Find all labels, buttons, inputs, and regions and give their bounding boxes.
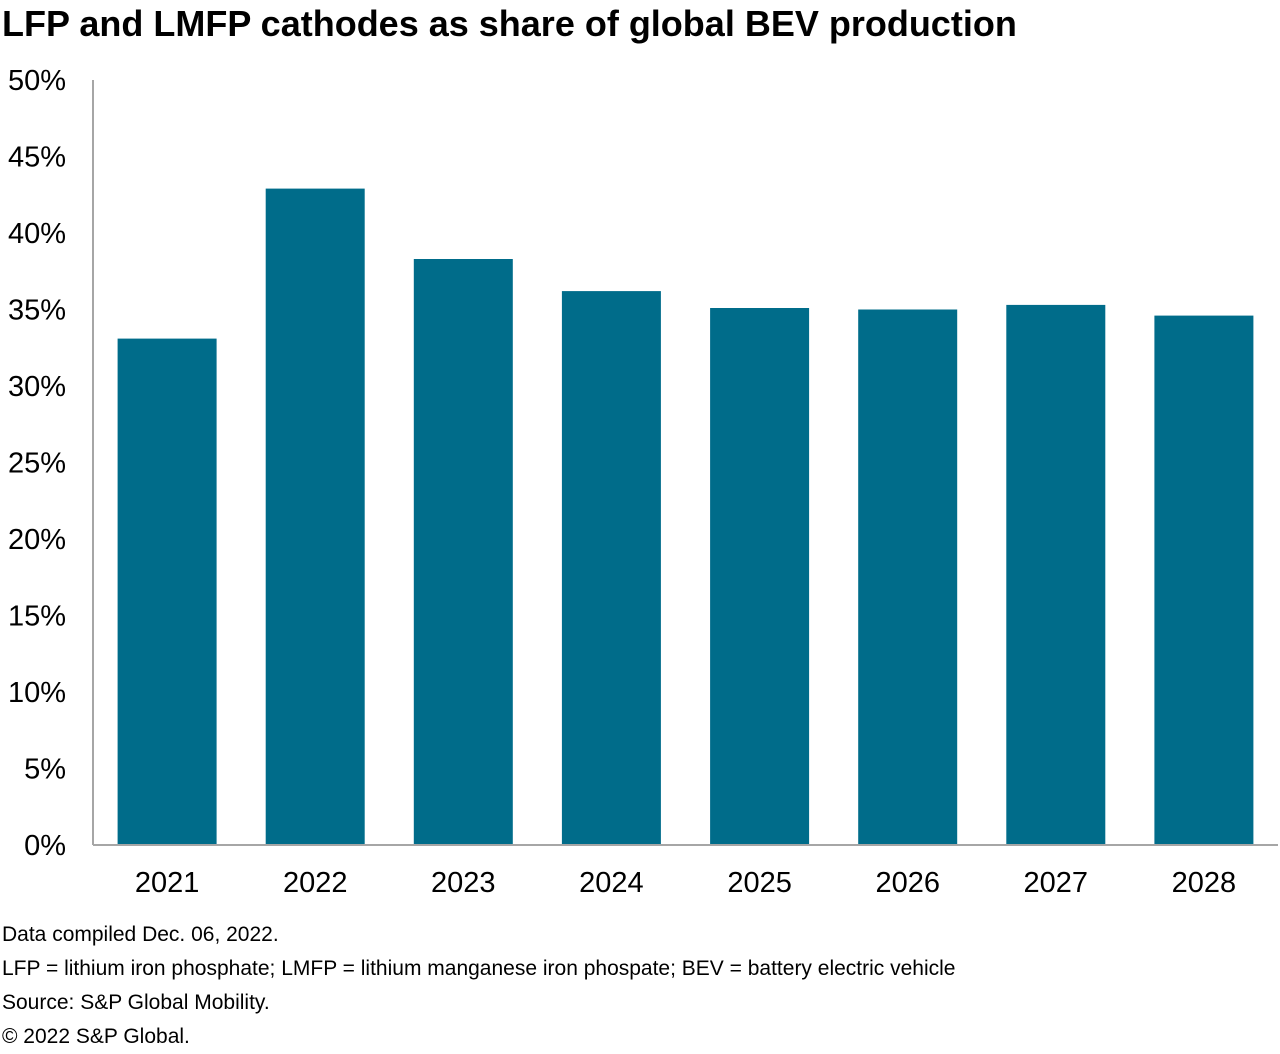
x-tick-label: 2028 (1172, 867, 1237, 899)
bar-chart: 0% 5% 10% 15% 20% 25% 30% 35% 40% 45% 50% 2021 2022… (8, 65, 1278, 899)
x-tick-label: 2021 (135, 867, 200, 899)
bar-2023 (413, 259, 513, 845)
bar-2028 (1154, 315, 1254, 846)
x-tick-label: 2024 (579, 867, 644, 899)
x-tick-label: 2026 (875, 867, 940, 899)
bar-2024 (561, 291, 661, 846)
y-tick-label: 5% (24, 754, 66, 786)
bar-2021 (117, 338, 217, 845)
x-axis-ticks: 2021 2022 2023 2024 2025 2026 2027 2028 (135, 867, 1236, 899)
y-axis-ticks: 0% 5% 10% 15% 20% 25% 30% 35% 40% 45% 50% (8, 65, 66, 862)
y-tick-label: 25% (8, 448, 66, 480)
bar-2025 (710, 308, 810, 845)
y-tick-label: 45% (8, 142, 66, 174)
x-tick-label: 2022 (283, 867, 348, 899)
bars (117, 188, 1254, 846)
definitions-note: LFP = lithium iron phosphate; LMFP = lit… (2, 957, 956, 980)
y-tick-label: 10% (8, 677, 66, 709)
source-note: Source: S&P Global Mobility. (2, 991, 270, 1014)
y-tick-label: 30% (8, 371, 66, 403)
y-tick-label: 20% (8, 524, 66, 556)
bar-2022 (265, 188, 365, 846)
y-tick-label: 15% (8, 601, 66, 633)
bar-2027 (1006, 304, 1106, 845)
bar-2026 (858, 309, 958, 845)
x-tick-label: 2025 (727, 867, 792, 899)
y-tick-label: 50% (8, 65, 66, 97)
y-tick-label: 40% (8, 218, 66, 250)
footnotes: Data compiled Dec. 06, 2022. LFP = lithi… (2, 918, 956, 1054)
y-tick-label: 0% (24, 830, 66, 862)
x-tick-label: 2023 (431, 867, 496, 899)
y-tick-label: 35% (8, 295, 66, 327)
compiled-note: Data compiled Dec. 06, 2022. (2, 923, 279, 946)
copyright-note: © 2022 S&P Global. (2, 1025, 190, 1048)
chart-title: LFP and LMFP cathodes as share of global… (2, 3, 1017, 44)
x-tick-label: 2027 (1024, 867, 1089, 899)
